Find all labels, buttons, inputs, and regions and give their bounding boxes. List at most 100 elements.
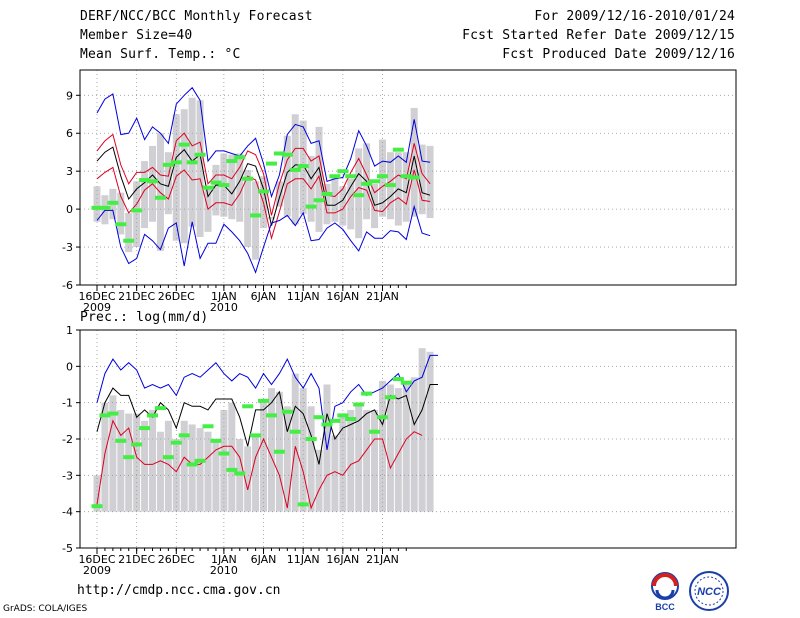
precip-ytick-label: 0 <box>66 360 73 373</box>
temp-ytick-label: 3 <box>66 165 73 178</box>
temp-ensemble-mark <box>115 222 127 227</box>
member-size: Member Size=40 <box>80 28 193 43</box>
temp-ensemble-mark <box>178 142 190 147</box>
precip-range-bar <box>117 409 125 512</box>
temp-range-bar <box>426 145 434 218</box>
temp-xtick-label: 26DEC <box>158 290 195 303</box>
precip-range-bar <box>164 420 172 512</box>
precip-range-bar <box>267 388 275 512</box>
precip-range-bar <box>347 409 355 512</box>
precip-ensemble-mark <box>194 458 206 463</box>
temp-ensemble-mark <box>194 152 206 157</box>
precip-range-bar <box>418 348 426 512</box>
precip-range-bar <box>394 388 402 512</box>
temp-xtick-label: 11JAN <box>287 290 320 303</box>
precip-xtick-year: 2010 <box>210 564 238 577</box>
temp-ensemble-mark <box>147 179 159 184</box>
precip-ensemble-mark <box>384 395 396 400</box>
temp-ensemble-mark <box>131 208 143 213</box>
precip-range-bar <box>93 475 101 512</box>
temp-range-bar <box>347 178 355 230</box>
forecast-produced-date: Fcst Produced Date 2009/12/16 <box>502 47 735 62</box>
precip-range-bar <box>252 435 260 512</box>
temp-ytick-label: -3 <box>62 241 73 254</box>
temp-ensemble-mark <box>218 183 230 188</box>
temp-range-bar <box>228 154 236 220</box>
precip-range-bar <box>410 377 418 512</box>
precip-range-bar <box>386 384 394 512</box>
forecast-period: For 2009/12/16-2010/01/24 <box>534 9 735 24</box>
precip-ensemble-mark <box>392 377 404 382</box>
temp-range-bar <box>410 107 418 217</box>
precip-line-lower <box>96 419 423 510</box>
precip-xtick-label: 6JAN <box>251 553 277 566</box>
temp-range-bar <box>180 109 188 244</box>
precip-ytick-label: -3 <box>62 469 73 482</box>
temp-ensemble-mark <box>258 189 270 194</box>
temp-ensemble-mark <box>234 155 246 160</box>
temp-frame <box>79 69 737 286</box>
temp-range-bar <box>315 126 323 232</box>
temp-ensemble-mark <box>107 200 119 205</box>
precip-ensemble-mark <box>162 455 174 460</box>
temp-ensemble-mark <box>154 195 166 200</box>
temp-xtick-label: 21DEC <box>118 290 155 303</box>
precip-ensemble-mark <box>242 404 254 409</box>
precip-ytick-label: -1 <box>62 397 73 410</box>
precip-range-bar <box>402 384 410 512</box>
temp-range-bar <box>125 212 133 253</box>
source-url[interactable]: http://cmdp.ncc.cma.gov.cn <box>77 583 281 598</box>
temp-xtick-year: 2009 <box>83 301 111 314</box>
temp-xtick-label: 6JAN <box>251 290 277 303</box>
precip-range-bar <box>331 435 339 512</box>
precip-ensemble-mark <box>376 415 388 420</box>
precip-range-bar <box>141 420 149 512</box>
precip-range-bar <box>212 439 220 512</box>
precip-range-bar <box>426 351 434 512</box>
precip-range-bar <box>307 406 315 512</box>
temp-range-bar <box>331 177 339 222</box>
temp-ensemble-mark <box>297 164 309 169</box>
precip-range-bar <box>355 406 363 512</box>
precip-ensemble-mark <box>400 380 412 385</box>
temp-range-bar <box>275 181 283 207</box>
temp-ensemble-mark <box>392 147 404 152</box>
temp-ensemble-mark <box>139 178 151 183</box>
precip-xtick-label: 16JAN <box>326 553 359 566</box>
precip-ensemble-mark <box>329 418 341 423</box>
precip-range-bar <box>299 388 307 512</box>
precip-ensemble-mark <box>234 471 246 476</box>
temp-ensemble-mark <box>281 152 293 157</box>
precip-ensemble-mark <box>210 438 222 443</box>
precip-line-max <box>96 354 438 450</box>
precip-xtick-year: 2009 <box>83 564 111 577</box>
temp-line-min <box>96 204 431 274</box>
precip-ensemble-mark <box>178 433 190 438</box>
precip-range-bar <box>283 406 291 512</box>
bcc-logo-text: BCC <box>655 602 675 612</box>
temp-xtick-label: 16JAN <box>326 290 359 303</box>
temp-ensemble-mark <box>226 159 238 164</box>
temp-ensemble-mark <box>337 169 349 174</box>
precip-range-bar <box>363 409 371 512</box>
temp-ensemble-mark <box>376 174 388 179</box>
precip-range-bar <box>260 402 268 512</box>
bcc-logo-icon: BCC <box>651 572 679 612</box>
precip-range-bar <box>371 409 379 512</box>
precip-ensemble-mark <box>273 449 285 454</box>
temp-ytick-label: 9 <box>66 89 73 102</box>
temp-range-bar <box>418 144 426 215</box>
precip-ensemble-mark <box>99 413 111 418</box>
precip-xtick-label: 1JAN <box>211 553 237 566</box>
temp-range-bar <box>371 183 379 229</box>
precip-ensemble-mark <box>297 502 309 507</box>
precip-xtick-label: 16DEC <box>78 553 115 566</box>
temp-ytick-label: 6 <box>66 127 73 140</box>
precip-ensemble-mark <box>139 426 151 431</box>
temp-xtick-label: 16DEC <box>78 290 115 303</box>
temp-ensemble-mark <box>265 161 277 166</box>
precip-range-bar <box>228 402 236 512</box>
temp-range-bar <box>164 152 172 215</box>
temp-ensemble-mark <box>273 151 285 156</box>
